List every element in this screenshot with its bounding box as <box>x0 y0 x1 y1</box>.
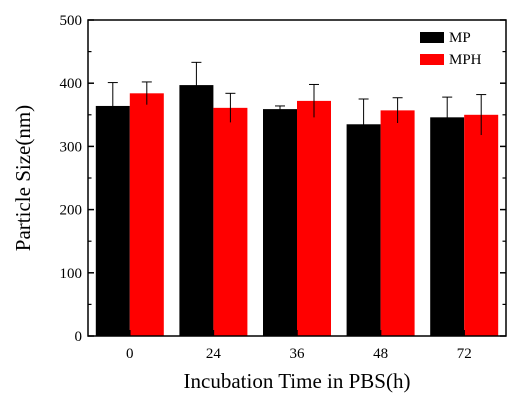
y-tick-label: 400 <box>60 76 83 92</box>
x-tick-label: 36 <box>290 346 306 362</box>
bar-mp-0 <box>95 105 130 337</box>
x-tick-label: 24 <box>206 346 222 362</box>
x-axis-title: Incubation Time in PBS(h) <box>184 369 411 393</box>
bar-mph-0 <box>129 93 164 336</box>
bar-mp-24 <box>179 85 214 336</box>
axes: 0 100 200 300 400 500 0 24 36 48 72 <box>60 13 506 362</box>
y-tick-label: 300 <box>60 139 83 155</box>
x-tick-label: 72 <box>457 346 472 362</box>
y-tick-label: 500 <box>60 13 83 29</box>
bar-mp-48 <box>346 124 381 336</box>
y-axis-title: Particle Size(nm) <box>11 105 35 251</box>
bar-mph-24 <box>213 107 248 337</box>
y-tick-label: 100 <box>60 266 83 282</box>
bar-mph-36 <box>297 100 331 337</box>
legend-swatch-mp <box>420 32 444 43</box>
bar-mp-72 <box>430 117 465 336</box>
legend-label-mph: MPH <box>449 52 482 68</box>
legend-swatch-mph <box>420 54 444 65</box>
bars <box>95 85 499 337</box>
error-bars <box>107 61 487 150</box>
y-tick-label: 0 <box>75 329 83 345</box>
y-tick-label: 200 <box>60 203 83 219</box>
bar-mp-36 <box>263 109 297 336</box>
bar-mph-72 <box>464 114 499 336</box>
x-tick-label: 0 <box>126 346 134 362</box>
bar-mph-48 <box>380 110 415 336</box>
legend: MP MPH <box>420 30 482 68</box>
x-tick-label: 48 <box>373 346 388 362</box>
legend-label-mp: MP <box>449 30 471 46</box>
